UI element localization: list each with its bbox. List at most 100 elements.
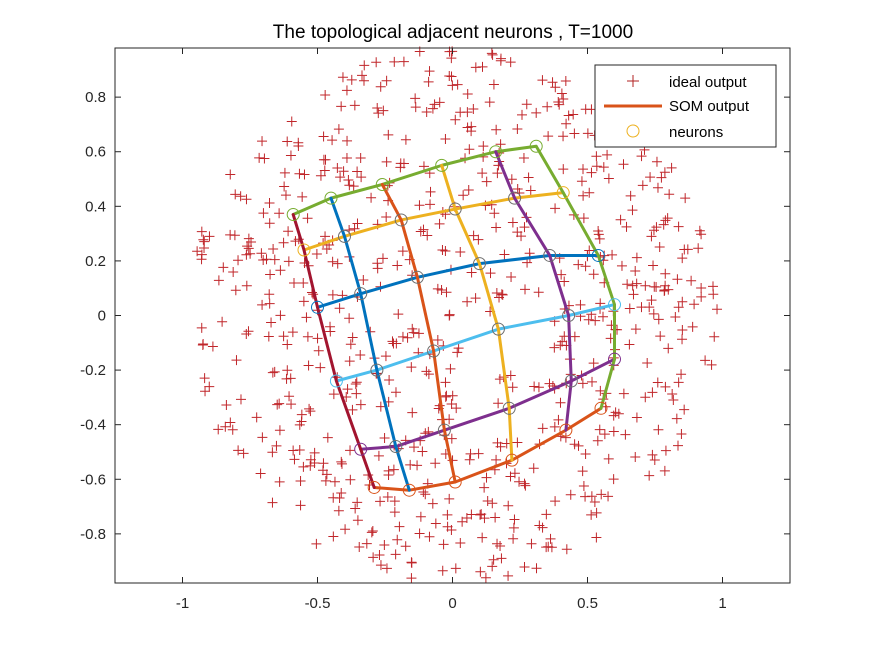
ideal-output-point xyxy=(421,107,432,118)
ideal-output-point xyxy=(468,230,479,241)
ideal-output-point xyxy=(580,491,591,502)
ideal-output-point xyxy=(591,532,602,543)
ideal-output-point xyxy=(464,144,475,155)
ideal-output-point xyxy=(284,391,295,402)
ideal-output-point xyxy=(414,528,425,539)
ideal-output-point xyxy=(355,349,366,360)
ideal-output-point xyxy=(687,321,698,332)
ideal-output-point xyxy=(282,365,293,376)
ideal-output-point xyxy=(213,424,224,435)
ideal-output-point xyxy=(666,162,677,173)
ideal-output-point xyxy=(305,454,316,465)
ideal-output-point xyxy=(373,108,384,119)
ideal-output-point xyxy=(336,456,347,467)
ideal-output-point xyxy=(296,409,307,420)
ideal-output-point xyxy=(594,233,605,244)
ideal-output-point xyxy=(640,392,651,403)
ideal-output-point xyxy=(415,511,426,522)
ideal-output-point xyxy=(644,470,655,481)
ideal-output-point xyxy=(295,476,306,487)
ideal-output-point xyxy=(347,404,358,415)
ideal-output-point xyxy=(286,116,297,127)
neuron-marker xyxy=(329,374,343,388)
ideal-output-point xyxy=(466,121,477,132)
ideal-output-point xyxy=(637,180,648,191)
ideal-output-point xyxy=(686,275,697,286)
ideal-output-point xyxy=(264,289,275,300)
neuron-marker xyxy=(491,322,505,336)
ideal-output-point xyxy=(220,421,231,432)
ideal-output-point xyxy=(583,314,594,325)
ideal-output-point xyxy=(315,170,326,181)
ideal-output-point xyxy=(555,397,566,408)
ideal-output-point xyxy=(514,476,525,487)
ideal-output-point xyxy=(241,280,252,291)
ideal-output-point xyxy=(379,539,390,550)
ideal-output-point xyxy=(302,213,313,224)
ideal-output-point xyxy=(642,358,653,369)
ideal-output-point xyxy=(352,497,363,508)
ideal-output-point xyxy=(450,563,461,574)
ideal-output-point xyxy=(400,134,411,145)
ideal-output-point xyxy=(520,284,531,295)
chart-title: The topological adjacent neurons , T=100… xyxy=(273,22,633,43)
ideal-output-point xyxy=(301,312,312,323)
ideal-output-point xyxy=(651,156,662,167)
ideal-output-point xyxy=(569,439,580,450)
ideal-output-point xyxy=(599,429,610,440)
ideal-output-point xyxy=(322,432,333,443)
ideal-output-point xyxy=(708,289,719,300)
ideal-output-point xyxy=(491,288,502,299)
ideal-output-point xyxy=(537,522,548,533)
ideal-output-point xyxy=(505,57,516,68)
ideal-output-point xyxy=(655,331,666,342)
ideal-output-point xyxy=(279,181,290,192)
ideal-output-point xyxy=(204,381,215,392)
ideal-output-point xyxy=(442,509,453,520)
ideal-output-point xyxy=(196,254,207,265)
ideal-output-point xyxy=(297,191,308,202)
ideal-output-point xyxy=(343,175,354,186)
ideal-output-point xyxy=(487,498,498,509)
ideal-output-point xyxy=(267,447,278,458)
y-tick-label: -0.6 xyxy=(80,471,106,488)
ideal-output-point xyxy=(327,256,338,267)
neuron-marker xyxy=(502,401,516,415)
ideal-output-point xyxy=(533,287,544,298)
ideal-output-point xyxy=(192,246,203,257)
som-row-line xyxy=(334,303,616,383)
ideal-output-point xyxy=(602,149,613,160)
ideal-output-point xyxy=(228,266,239,277)
ideal-output-point xyxy=(275,310,286,321)
ideal-output-point xyxy=(388,464,399,475)
ideal-output-point xyxy=(563,110,574,121)
ideal-output-point xyxy=(537,75,548,86)
ideal-output-point xyxy=(559,331,570,342)
neuron-marker xyxy=(297,243,311,257)
y-tick-label: -0.8 xyxy=(80,526,106,543)
ideal-output-point xyxy=(420,489,431,500)
y-tick-label: -0.4 xyxy=(80,417,106,434)
ideal-output-point xyxy=(256,248,267,259)
ideal-output-point xyxy=(413,328,424,339)
neuron-marker xyxy=(394,213,408,227)
ideal-output-point xyxy=(372,263,383,274)
ideal-output-point xyxy=(430,458,441,469)
ideal-output-point xyxy=(436,285,447,296)
ideal-output-point xyxy=(543,131,554,142)
ideal-output-point xyxy=(255,468,266,479)
ideal-output-point xyxy=(479,482,490,493)
ideal-output-point xyxy=(274,425,285,436)
ideal-output-point xyxy=(274,476,285,487)
ideal-output-point xyxy=(508,522,519,533)
ideal-output-point xyxy=(554,99,565,110)
ideal-output-point xyxy=(375,401,386,412)
ideal-output-point xyxy=(424,531,435,542)
ideal-output-point xyxy=(508,533,519,544)
ideal-output-point xyxy=(659,286,670,297)
som-column-line xyxy=(329,196,411,492)
ideal-output-point xyxy=(447,390,458,401)
ideal-output-point xyxy=(345,445,356,456)
ideal-output-point xyxy=(381,563,392,574)
legend: ideal output SOM output neurons xyxy=(594,64,777,148)
